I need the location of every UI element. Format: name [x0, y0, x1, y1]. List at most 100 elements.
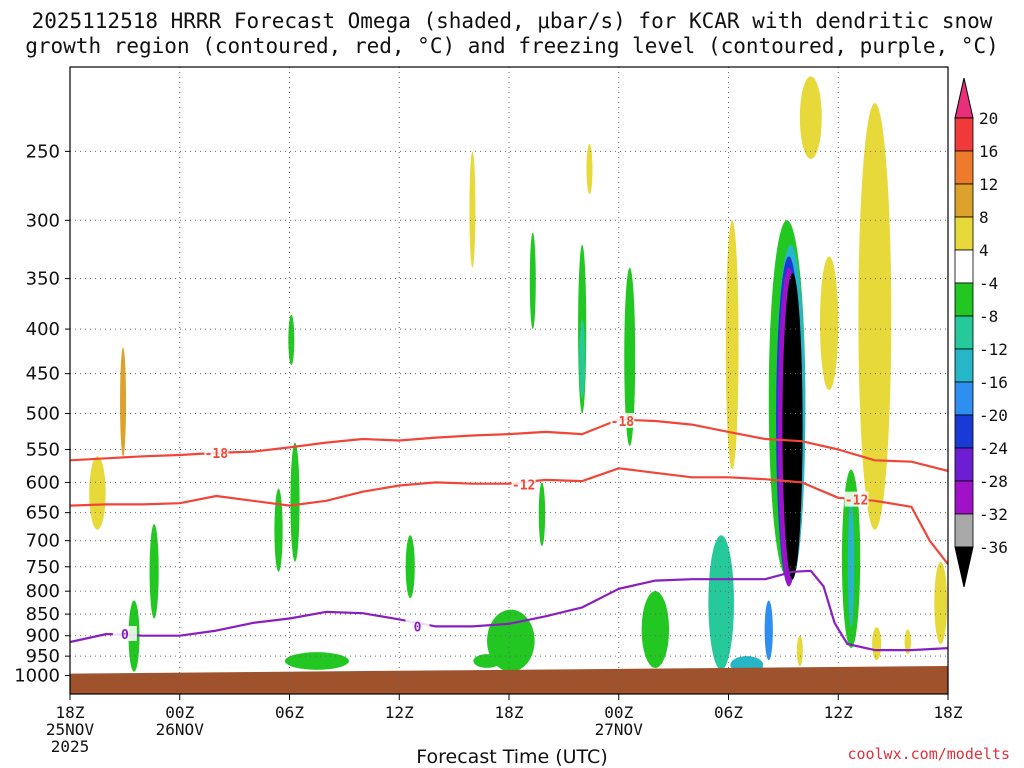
credit-text[interactable]: coolwx.com/modelts [847, 745, 1010, 763]
omega-shading [89, 76, 948, 674]
omega-cell-37 [799, 76, 822, 159]
colorbar-tick-label: -36 [979, 538, 1008, 557]
colorbar-tick-label: 20 [979, 109, 998, 128]
colorbar-tick-label: -28 [979, 472, 1008, 491]
omega-cell-28 [796, 635, 803, 666]
omega-cell-19 [708, 535, 734, 670]
omega-cell-29 [819, 256, 839, 391]
contour-label--18: -18 [205, 447, 229, 462]
contour-label-bg [112, 626, 137, 642]
y-tick-label: 900 [26, 626, 60, 647]
omega-cell-12 [529, 232, 536, 330]
colorbar-tick-label: 8 [979, 208, 989, 227]
contour-label-bg [844, 491, 869, 507]
ground-layer [70, 665, 948, 694]
y-tick-label: 700 [26, 531, 60, 552]
colorbar-swatch [954, 249, 974, 284]
x-axis-label: Forecast Time (UTC) [416, 746, 608, 768]
x-tick-label: 2025 [51, 737, 90, 756]
omega-cell-2 [149, 524, 159, 619]
colorbar-swatch [954, 348, 974, 383]
x-tick-label: 26NOV [156, 720, 205, 739]
omega-cell-9 [469, 151, 476, 268]
y-tick-label: 250 [26, 141, 60, 162]
omega-cell-13 [538, 482, 546, 547]
y-tick-label: 300 [26, 210, 60, 231]
omega-cell-27 [764, 600, 773, 661]
omega-cell-11 [473, 654, 501, 668]
colorbar-tick-label: 16 [979, 142, 998, 161]
colorbar-swatch [954, 480, 974, 515]
omega-cell-5 [290, 442, 300, 562]
contour-label--12: -12 [512, 478, 535, 493]
y-axis: 2503003504004505005506006507007508008509… [14, 141, 70, 687]
colorbar-tick-label: -12 [979, 340, 1008, 359]
contour-label-bg [405, 618, 430, 634]
x-tick-label: 12Z [385, 703, 414, 722]
x-tick-label: 18Z [56, 703, 85, 722]
chart-title-line-2: growth region (contoured, red, °C) and f… [25, 34, 999, 58]
y-tick-label: 350 [26, 269, 60, 290]
colorbar-swatch [954, 117, 974, 152]
colorbar-extend-top [954, 77, 974, 119]
contour-label-0: 0 [414, 620, 422, 635]
omega-cell-26 [782, 273, 803, 580]
omega-cell-32 [858, 103, 892, 530]
omega-cell-14 [586, 143, 593, 195]
colorbar-swatch [954, 381, 974, 416]
colorbar-swatch [954, 315, 974, 350]
omega-cell-17 [624, 267, 636, 447]
grid [69, 67, 949, 694]
x-tick-label: 06Z [275, 703, 304, 722]
colorbar-tick-label: -4 [979, 274, 998, 293]
colorbar-tick-label: 12 [979, 175, 998, 194]
x-tick-label: 00Z [604, 703, 633, 722]
omega-cell-31 [847, 500, 855, 628]
x-tick-label: 12Z [824, 703, 853, 722]
omega-cell-7 [284, 652, 349, 670]
colorbar-swatch [954, 513, 974, 548]
y-tick-label: 600 [26, 472, 60, 493]
chart-title-line-1: 2025112518 HRRR Forecast Omega (shaded, … [31, 9, 993, 33]
colorbar-tick-label: -16 [979, 373, 1008, 392]
x-tick-label: 25NOV [46, 720, 95, 739]
contour--12 [70, 467, 948, 565]
y-tick-label: 550 [26, 440, 60, 461]
x-tick-label: 06Z [714, 703, 743, 722]
x-tick-label: 00Z [165, 703, 194, 722]
omega-cell-34 [872, 627, 882, 661]
contour-label-bg [511, 476, 536, 492]
contour-label--12: -12 [845, 494, 868, 509]
contour-label-0: 0 [121, 628, 129, 643]
contour-0 [70, 569, 948, 652]
x-tick-label: 18Z [934, 703, 963, 722]
contours: -18 -18 -12 -12 0 0 [70, 412, 948, 652]
colorbar: 20 16 12 8 4 -4 -8 -12 -16 -20 -24 -28 -32 -36 [954, 77, 1008, 588]
omega-cell-35 [904, 629, 911, 655]
colorbar-extend-bottom [954, 546, 974, 588]
contour-label-bg [610, 412, 635, 428]
omega-cell-36 [934, 561, 948, 645]
colorbar-swatch [954, 447, 974, 482]
omega-cell-18 [641, 591, 670, 668]
y-tick-label: 500 [26, 403, 60, 424]
x-tick-label: 18Z [495, 703, 524, 722]
y-tick-label: 950 [26, 646, 60, 667]
omega-cell-33 [866, 119, 876, 310]
colorbar-swatch [954, 282, 974, 317]
colorbar-tick-label: -20 [979, 406, 1008, 425]
contour-label-bg [204, 444, 229, 460]
colorbar-swatch [954, 183, 974, 218]
contour-label--18: -18 [611, 415, 635, 430]
ground-surface [70, 665, 948, 694]
omega-cell-6 [274, 488, 283, 572]
omega-cell-1 [120, 347, 127, 457]
x-tick-label: 27NOV [595, 720, 644, 739]
y-tick-label: 400 [26, 319, 60, 340]
colorbar-tick-label: -8 [979, 307, 998, 326]
plot-frame [69, 66, 949, 695]
y-tick-label: 750 [26, 557, 60, 578]
y-tick-label: 1000 [14, 666, 60, 687]
y-tick-label: 450 [26, 364, 60, 385]
